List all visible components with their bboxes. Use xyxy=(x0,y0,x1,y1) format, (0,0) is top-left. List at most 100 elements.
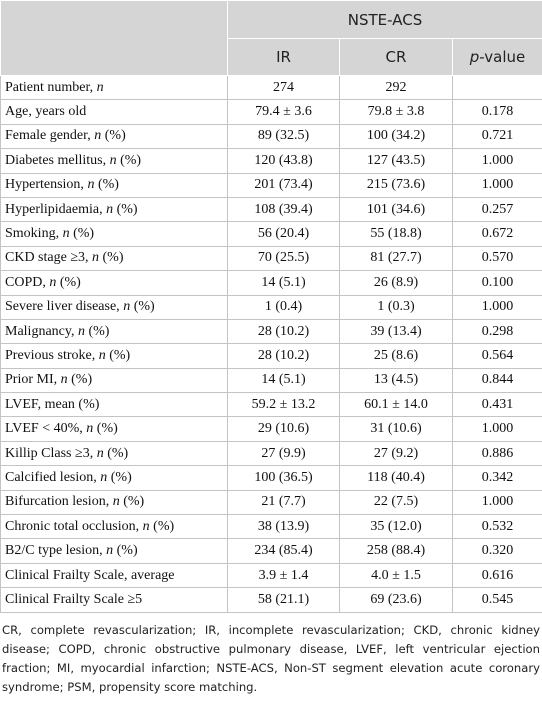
value-cell: 108 (39.4) xyxy=(227,196,340,223)
table-row: Age, years old 79.4 ± 3.6 79.8 ± 3.8 0.178 xyxy=(0,99,542,125)
table-row: Diabetes mellitus, n (%) 120 (43.8) 127 (4… xyxy=(0,148,542,174)
value-cell: 81 (27.7) xyxy=(339,245,453,272)
value-cell: 39 (13.4) xyxy=(339,318,453,345)
row-label: Female gender, n (%) xyxy=(0,123,228,150)
value-cell: 3.9 ± 1.4 xyxy=(227,562,340,589)
row-label: Bifurcation lesion, n (%) xyxy=(0,489,228,516)
value-cell: 0.532 xyxy=(452,514,542,540)
row-label: LVEF, mean (%) xyxy=(0,392,228,418)
value-cell: 127 (43.5) xyxy=(339,148,453,174)
value-cell: 118 (40.4) xyxy=(339,465,453,491)
row-label: Killip Class ≥3, n (%) xyxy=(0,440,228,467)
value-cell: 1.000 xyxy=(452,489,542,516)
value-cell: 0.178 xyxy=(452,99,542,125)
table-row: Prior MI, n (%) 14 (5.1) 13 (4.5) 0.844 xyxy=(0,367,542,394)
value-cell: 22 (7.5) xyxy=(339,489,453,516)
table-row: Hypertension, n (%) 201 (73.4) 215 (73.6) 1… xyxy=(0,172,542,198)
row-label: Diabetes mellitus, n (%) xyxy=(0,148,228,174)
column-header: IR xyxy=(227,38,340,76)
row-label: Chronic total occlusion, n (%) xyxy=(0,514,228,540)
value-cell: 0.672 xyxy=(452,221,542,247)
table-row: Bifurcation lesion, n (%) 21 (7.7) 22 (7.5… xyxy=(0,489,542,516)
value-cell: 1.000 xyxy=(452,172,542,198)
table-row: Previous stroke, n (%) 28 (10.2) 25 (8.6) 0… xyxy=(0,343,542,369)
corner-cell xyxy=(0,0,228,76)
table-row: Calcified lesion, n (%) 100 (36.5) 118 (40… xyxy=(0,465,542,491)
row-label: COPD, n (%) xyxy=(0,270,228,296)
row-label: Patient number, n xyxy=(0,74,228,101)
row-label: B2/C type lesion, n (%) xyxy=(0,538,228,564)
row-label: Severe liver disease, n (%) xyxy=(0,294,228,320)
value-cell: 79.8 ± 3.8 xyxy=(339,99,453,125)
row-label: Previous stroke, n (%) xyxy=(0,343,228,369)
table-row: Chronic total occlusion, n (%) 38 (13.9) 3… xyxy=(0,514,542,540)
value-cell: 60.1 ± 14.0 xyxy=(339,392,453,418)
row-label: Prior MI, n (%) xyxy=(0,367,228,394)
value-cell: 1.000 xyxy=(452,294,542,320)
footnote: CR, complete revascularization; IR, inco… xyxy=(2,622,540,694)
table-row: CKD stage ≥3, n (%) 70 (25.5) 81 (27.7) 0.5… xyxy=(0,245,542,272)
value-cell: 101 (34.6) xyxy=(339,196,453,223)
value-cell: 292 xyxy=(339,74,453,101)
table-row: Clinical Frailty Scale ≥5 58 (21.1) 69 (23… xyxy=(0,587,542,613)
row-label: Smoking, n (%) xyxy=(0,221,228,247)
row-label: Calcified lesion, n (%) xyxy=(0,465,228,491)
value-cell: 0.844 xyxy=(452,367,542,394)
row-label: Age, years old xyxy=(0,99,228,125)
row-label: Hyperlipidaemia, n (%) xyxy=(0,196,228,223)
value-cell: 59.2 ± 13.2 xyxy=(227,392,340,418)
table-row: LVEF, mean (%) 59.2 ± 13.2 60.1 ± 14.0 0.43… xyxy=(0,392,542,418)
value-cell: 201 (73.4) xyxy=(227,172,340,198)
value-cell: 38 (13.9) xyxy=(227,514,340,540)
row-label: Malignancy, n (%) xyxy=(0,318,228,345)
value-cell: 27 (9.9) xyxy=(227,440,340,467)
value-cell: 100 (34.2) xyxy=(339,123,453,150)
group-header: NSTE-ACS xyxy=(227,0,542,39)
table-row: Severe liver disease, n (%) 1 (0.4) 1 (0.3… xyxy=(0,294,542,320)
value-cell: 55 (18.8) xyxy=(339,221,453,247)
value-cell: 1.000 xyxy=(452,148,542,174)
table-row: Killip Class ≥3, n (%) 27 (9.9) 27 (9.2) 0.… xyxy=(0,440,542,467)
value-cell: 89 (32.5) xyxy=(227,123,340,150)
value-cell: 0.570 xyxy=(452,245,542,272)
value-cell: 120 (43.8) xyxy=(227,148,340,174)
value-cell: 35 (12.0) xyxy=(339,514,453,540)
value-cell: 234 (85.4) xyxy=(227,538,340,564)
column-header: p-value xyxy=(452,38,542,76)
value-cell: 56 (20.4) xyxy=(227,221,340,247)
table-row: Smoking, n (%) 56 (20.4) 55 (18.8) 0.672 xyxy=(0,221,542,247)
value-cell: 274 xyxy=(227,74,340,101)
value-cell: 0.886 xyxy=(452,440,542,467)
data-table: NSTE-ACS IR CR p-value Patient number, n 27… xyxy=(0,0,542,613)
value-cell: 0.257 xyxy=(452,196,542,223)
value-cell: 215 (73.6) xyxy=(339,172,453,198)
table-row: COPD, n (%) 14 (5.1) 26 (8.9) 0.100 xyxy=(0,270,542,296)
row-label: Clinical Frailty Scale, average xyxy=(0,562,228,589)
value-cell xyxy=(452,74,542,101)
value-cell: 0.545 xyxy=(452,587,542,613)
row-label: CKD stage ≥3, n (%) xyxy=(0,245,228,272)
table-row: Hyperlipidaemia, n (%) 108 (39.4) 101 (34.… xyxy=(0,196,542,223)
value-cell: 0.721 xyxy=(452,123,542,150)
value-cell: 14 (5.1) xyxy=(227,367,340,394)
value-cell: 31 (10.6) xyxy=(339,416,453,442)
value-cell: 21 (7.7) xyxy=(227,489,340,516)
table-row: B2/C type lesion, n (%) 234 (85.4) 258 (88… xyxy=(0,538,542,564)
value-cell: 100 (36.5) xyxy=(227,465,340,491)
value-cell: 14 (5.1) xyxy=(227,270,340,296)
value-cell: 25 (8.6) xyxy=(339,343,453,369)
value-cell: 58 (21.1) xyxy=(227,587,340,613)
value-cell: 28 (10.2) xyxy=(227,318,340,345)
table-row: Female gender, n (%) 89 (32.5) 100 (34.2) 0… xyxy=(0,123,542,150)
column-header: CR xyxy=(339,38,453,76)
value-cell: 0.431 xyxy=(452,392,542,418)
value-cell: 26 (8.9) xyxy=(339,270,453,296)
value-cell: 0.342 xyxy=(452,465,542,491)
value-cell: 4.0 ± 1.5 xyxy=(339,562,453,589)
value-cell: 0.616 xyxy=(452,562,542,589)
value-cell: 70 (25.5) xyxy=(227,245,340,272)
value-cell: 1 (0.4) xyxy=(227,294,340,320)
value-cell: 28 (10.2) xyxy=(227,343,340,369)
value-cell: 79.4 ± 3.6 xyxy=(227,99,340,125)
